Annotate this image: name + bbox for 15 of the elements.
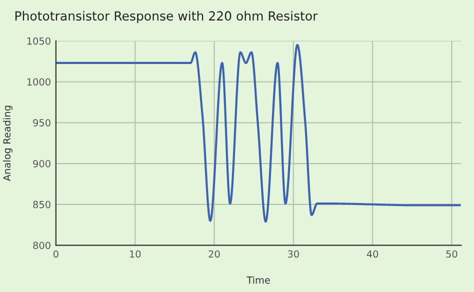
x-tick-label: 50 <box>446 250 458 258</box>
x-tick-label: 20 <box>208 250 220 258</box>
y-tick-label: 800 <box>33 242 50 250</box>
x-tick-label: 10 <box>130 250 141 258</box>
x-tick-label: 30 <box>288 250 299 258</box>
y-tick-label: 850 <box>33 200 50 208</box>
y-tick-label: 950 <box>33 119 50 126</box>
x-axis-title: Time <box>246 276 270 284</box>
y-tick-label: 1050 <box>27 37 50 45</box>
y-tick-label: 900 <box>33 160 50 168</box>
x-tick-label: 40 <box>366 250 378 258</box>
y-axis-title: Analog Reading <box>3 106 12 182</box>
chart-title: Phototransistor Response with 220 ohm Resistor <box>15 10 318 24</box>
x-tick-label: 0 <box>53 250 58 258</box>
y-tick-label: 1000 <box>27 78 50 86</box>
